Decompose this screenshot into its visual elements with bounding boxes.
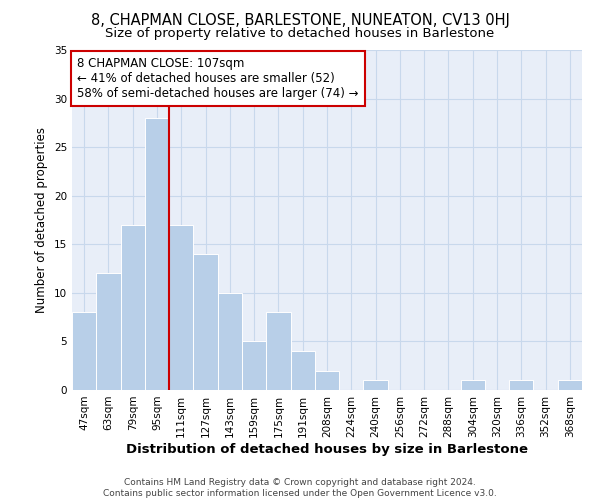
Bar <box>169 225 193 390</box>
Text: 8 CHAPMAN CLOSE: 107sqm
← 41% of detached houses are smaller (52)
58% of semi-de: 8 CHAPMAN CLOSE: 107sqm ← 41% of detache… <box>77 57 359 100</box>
Text: Contains HM Land Registry data © Crown copyright and database right 2024.
Contai: Contains HM Land Registry data © Crown c… <box>103 478 497 498</box>
Bar <box>193 254 218 390</box>
Bar <box>72 312 96 390</box>
Bar <box>121 225 145 390</box>
Bar <box>242 342 266 390</box>
Y-axis label: Number of detached properties: Number of detached properties <box>35 127 49 313</box>
X-axis label: Distribution of detached houses by size in Barlestone: Distribution of detached houses by size … <box>126 442 528 456</box>
Bar <box>290 351 315 390</box>
Bar <box>364 380 388 390</box>
Bar <box>96 274 121 390</box>
Bar <box>218 293 242 390</box>
Bar <box>509 380 533 390</box>
Bar <box>145 118 169 390</box>
Bar <box>461 380 485 390</box>
Bar <box>558 380 582 390</box>
Bar <box>266 312 290 390</box>
Text: Size of property relative to detached houses in Barlestone: Size of property relative to detached ho… <box>106 28 494 40</box>
Text: 8, CHAPMAN CLOSE, BARLESTONE, NUNEATON, CV13 0HJ: 8, CHAPMAN CLOSE, BARLESTONE, NUNEATON, … <box>91 12 509 28</box>
Bar <box>315 370 339 390</box>
